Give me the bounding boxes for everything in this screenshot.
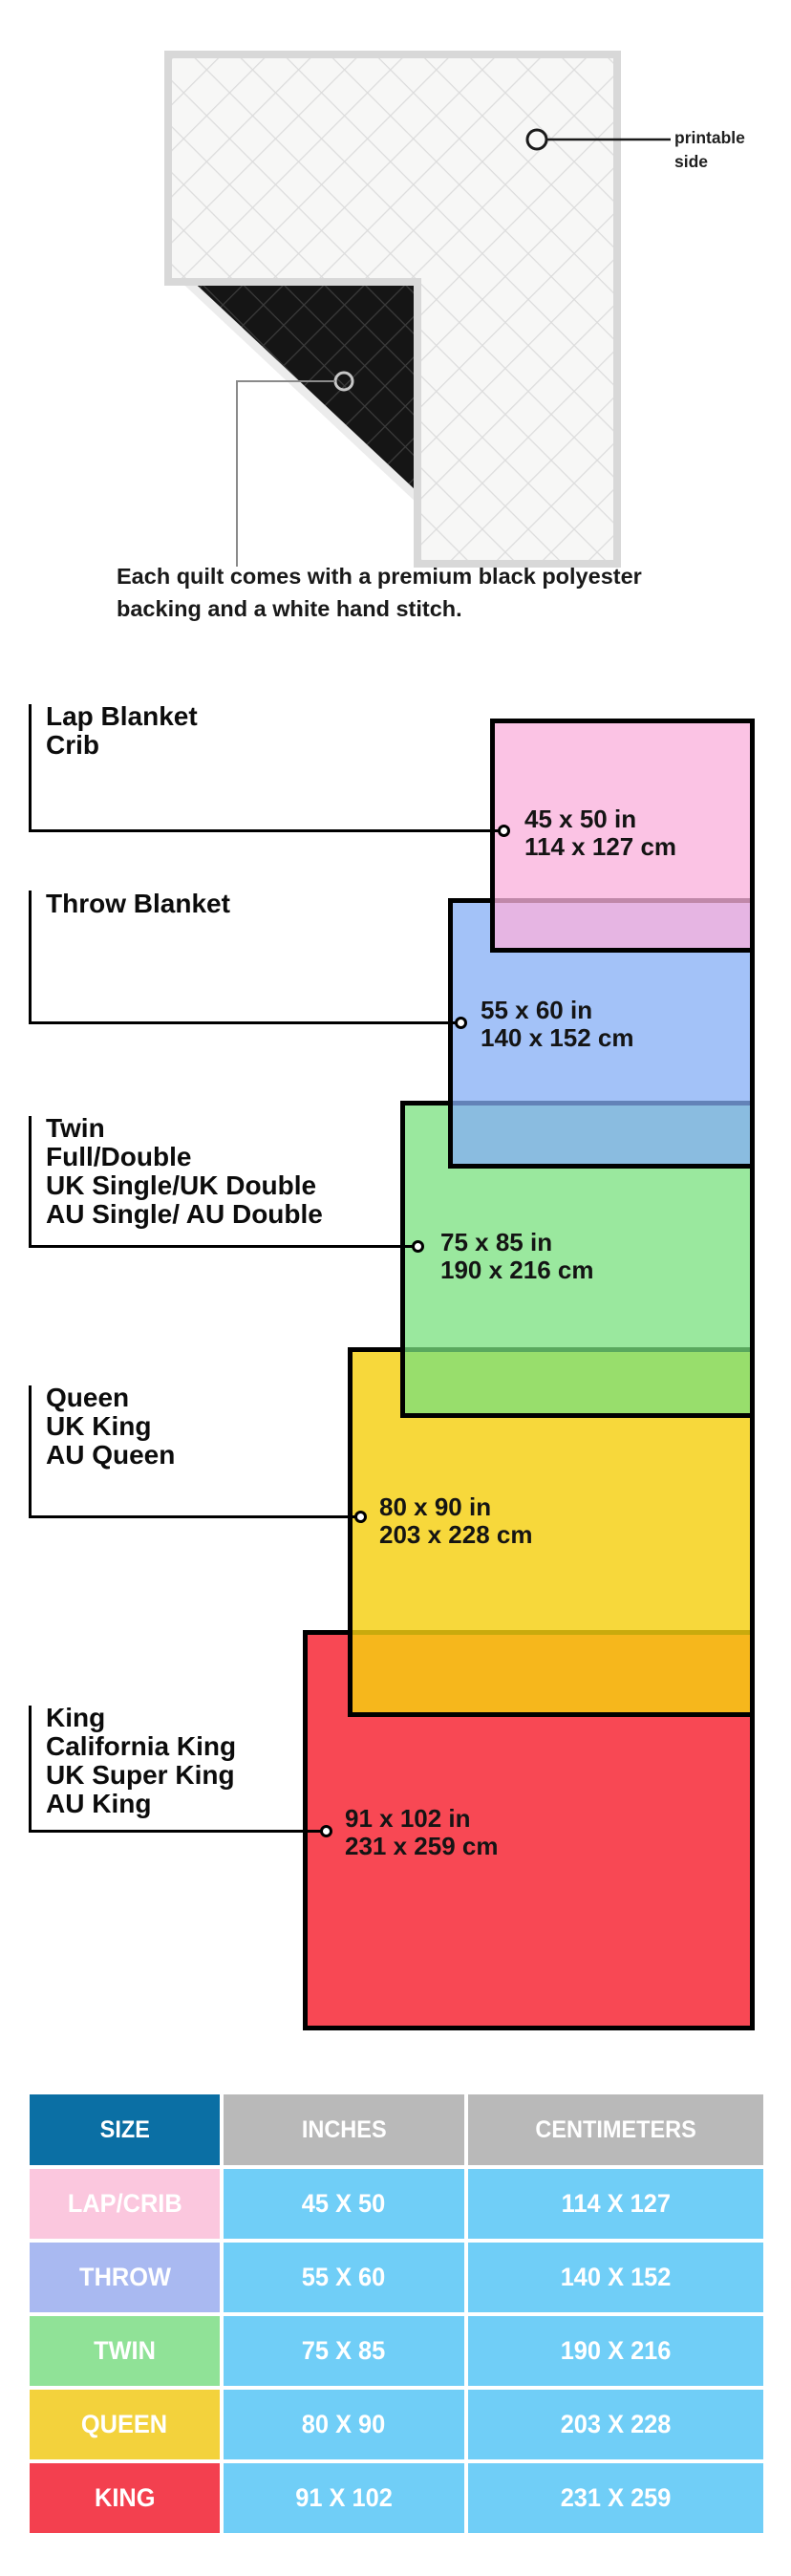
- table-cell-text: 190 X 216: [560, 2336, 672, 2365]
- leader-line-queen: [29, 1515, 355, 1518]
- label-line: AU Single/ AU Double: [46, 1199, 323, 1229]
- leader-dot-twin: [412, 1240, 424, 1253]
- label-line: Throw Blanket: [46, 889, 230, 918]
- table-cell-inches-lap: 45 X 50: [224, 2169, 464, 2239]
- table-cell-text: KING: [94, 2483, 156, 2512]
- table-row-label-twin: TWIN: [30, 2316, 220, 2386]
- label-line: AU King: [46, 1789, 152, 1818]
- dimension-cm: 231 x 259 cm: [345, 1831, 499, 1860]
- size-dimensions-throw: 55 x 60 in 140 x 152 cm: [481, 997, 633, 1051]
- table-cell-text: THROW: [78, 2263, 171, 2291]
- table-header-label: CENTIMETERS: [535, 2115, 696, 2143]
- leader-tick-queen: [29, 1385, 32, 1517]
- table-cell-text: 231 X 259: [560, 2483, 672, 2512]
- size-table: SIZE INCHES CENTIMETERS LAP/CRIB 45 X 50…: [30, 2094, 763, 2533]
- label-line: UK Single/UK Double: [46, 1170, 317, 1200]
- table-cell-text: 55 X 60: [302, 2263, 386, 2291]
- table-header-inches: INCHES: [224, 2094, 464, 2165]
- table-header-centimeters: CENTIMETERS: [468, 2094, 763, 2165]
- leader-tick-twin: [29, 1116, 32, 1247]
- label-line: Crib: [46, 730, 99, 760]
- label-line: Queen: [46, 1383, 130, 1412]
- leader-line-lap: [29, 829, 499, 832]
- table-cell-text: 203 X 228: [560, 2410, 672, 2438]
- label-line: Lap Blanket: [46, 701, 198, 731]
- table-cell-text: 80 X 90: [302, 2410, 386, 2438]
- table-cell-inches-king: 91 X 102: [224, 2463, 464, 2533]
- table-row-label-throw: THROW: [30, 2243, 220, 2312]
- backing-leader-line: [236, 380, 335, 567]
- table-cell-cm-throw: 140 X 152: [468, 2243, 763, 2312]
- dimension-inches: 91 x 102 in: [345, 1804, 471, 1833]
- diagram-label-lap-crib: Lap Blanket Crib: [46, 702, 418, 760]
- leader-line-throw: [29, 1021, 456, 1024]
- table-cell-text: QUEEN: [81, 2410, 168, 2438]
- table-cell-cm-lap: 114 X 127: [468, 2169, 763, 2239]
- table-header-label: INCHES: [301, 2115, 387, 2143]
- label-line: Full/Double: [46, 1142, 192, 1171]
- leader-dot-king: [320, 1825, 332, 1837]
- leader-tick-lap: [29, 704, 32, 831]
- label-line: UK Super King: [46, 1760, 235, 1790]
- table-header-size: SIZE: [30, 2094, 220, 2165]
- table-cell-text: 75 X 85: [302, 2336, 386, 2365]
- diagram-label-queen: Queen UK King AU Queen: [46, 1384, 418, 1470]
- dimension-inches: 55 x 60 in: [481, 996, 593, 1024]
- quilt-caption-line: Each quilt comes with a premium black po…: [117, 564, 642, 589]
- table-cell-text: 91 X 102: [295, 2483, 393, 2512]
- quilt-caption-line: backing and a white hand stitch.: [117, 595, 462, 621]
- fold-binding-edge: [183, 278, 421, 502]
- printable-side-label-line: printable: [674, 128, 745, 147]
- table-cell-cm-queen: 203 X 228: [468, 2390, 763, 2459]
- printable-side-label-line: side: [674, 152, 709, 171]
- leader-line-king: [29, 1830, 321, 1833]
- size-dimensions-queen: 80 x 90 in 203 x 228 cm: [379, 1493, 532, 1548]
- dimension-cm: 203 x 228 cm: [379, 1519, 533, 1549]
- dimension-cm: 140 x 152 cm: [481, 1022, 634, 1052]
- leader-dot-queen: [354, 1511, 367, 1523]
- diagram-label-king: King California King UK Super King AU Ki…: [46, 1704, 418, 1818]
- dimension-inches: 45 x 50 in: [524, 805, 637, 833]
- table-row-label-lap: LAP/CRIB: [30, 2169, 220, 2239]
- dimension-cm: 114 x 127 cm: [524, 831, 677, 861]
- quilt-illustration: [164, 51, 671, 568]
- label-line: King: [46, 1703, 106, 1732]
- size-dimensions-twin: 75 x 85 in 190 x 216 cm: [440, 1229, 593, 1283]
- dimension-inches: 80 x 90 in: [379, 1492, 492, 1521]
- leader-dot-throw: [455, 1017, 467, 1029]
- table-cell-cm-king: 231 X 259: [468, 2463, 763, 2533]
- table-cell-inches-twin: 75 X 85: [224, 2316, 464, 2386]
- leader-line-twin: [29, 1245, 413, 1248]
- diagram-label-twin: Twin Full/Double UK Single/UK Double AU …: [46, 1114, 418, 1229]
- size-dimensions-lap: 45 x 50 in 114 x 127 cm: [524, 805, 676, 860]
- table-cell-inches-throw: 55 X 60: [224, 2243, 464, 2312]
- table-row-label-king: KING: [30, 2463, 220, 2533]
- label-line: California King: [46, 1731, 237, 1761]
- label-line: AU Queen: [46, 1440, 176, 1470]
- leader-tick-king: [29, 1706, 32, 1832]
- leader-tick-throw: [29, 891, 32, 1023]
- leader-dot-lap: [498, 825, 510, 837]
- printable-side-label: printable side: [674, 126, 789, 174]
- diagram-label-throw: Throw Blanket: [46, 890, 418, 918]
- dimension-inches: 75 x 85 in: [440, 1228, 553, 1256]
- label-line: UK King: [46, 1411, 152, 1441]
- dimension-cm: 190 x 216 cm: [440, 1255, 594, 1284]
- table-header-label: SIZE: [99, 2115, 150, 2143]
- table-cell-text: TWIN: [94, 2336, 156, 2365]
- diagram-rect-lap-crib: [490, 719, 755, 953]
- quilt-front-graphic: [164, 51, 621, 568]
- table-cell-text: 45 X 50: [302, 2189, 386, 2218]
- table-cell-text: LAP/CRIB: [67, 2189, 182, 2218]
- table-cell-text: 140 X 152: [560, 2263, 672, 2291]
- label-line: Twin: [46, 1113, 105, 1143]
- table-cell-cm-twin: 190 X 216: [468, 2316, 763, 2386]
- table-row-label-queen: QUEEN: [30, 2390, 220, 2459]
- quilt-caption: Each quilt comes with a premium black po…: [117, 561, 690, 625]
- size-dimensions-king: 91 x 102 in 231 x 259 cm: [345, 1805, 498, 1859]
- table-cell-inches-queen: 80 X 90: [224, 2390, 464, 2459]
- table-cell-text: 114 X 127: [561, 2189, 671, 2218]
